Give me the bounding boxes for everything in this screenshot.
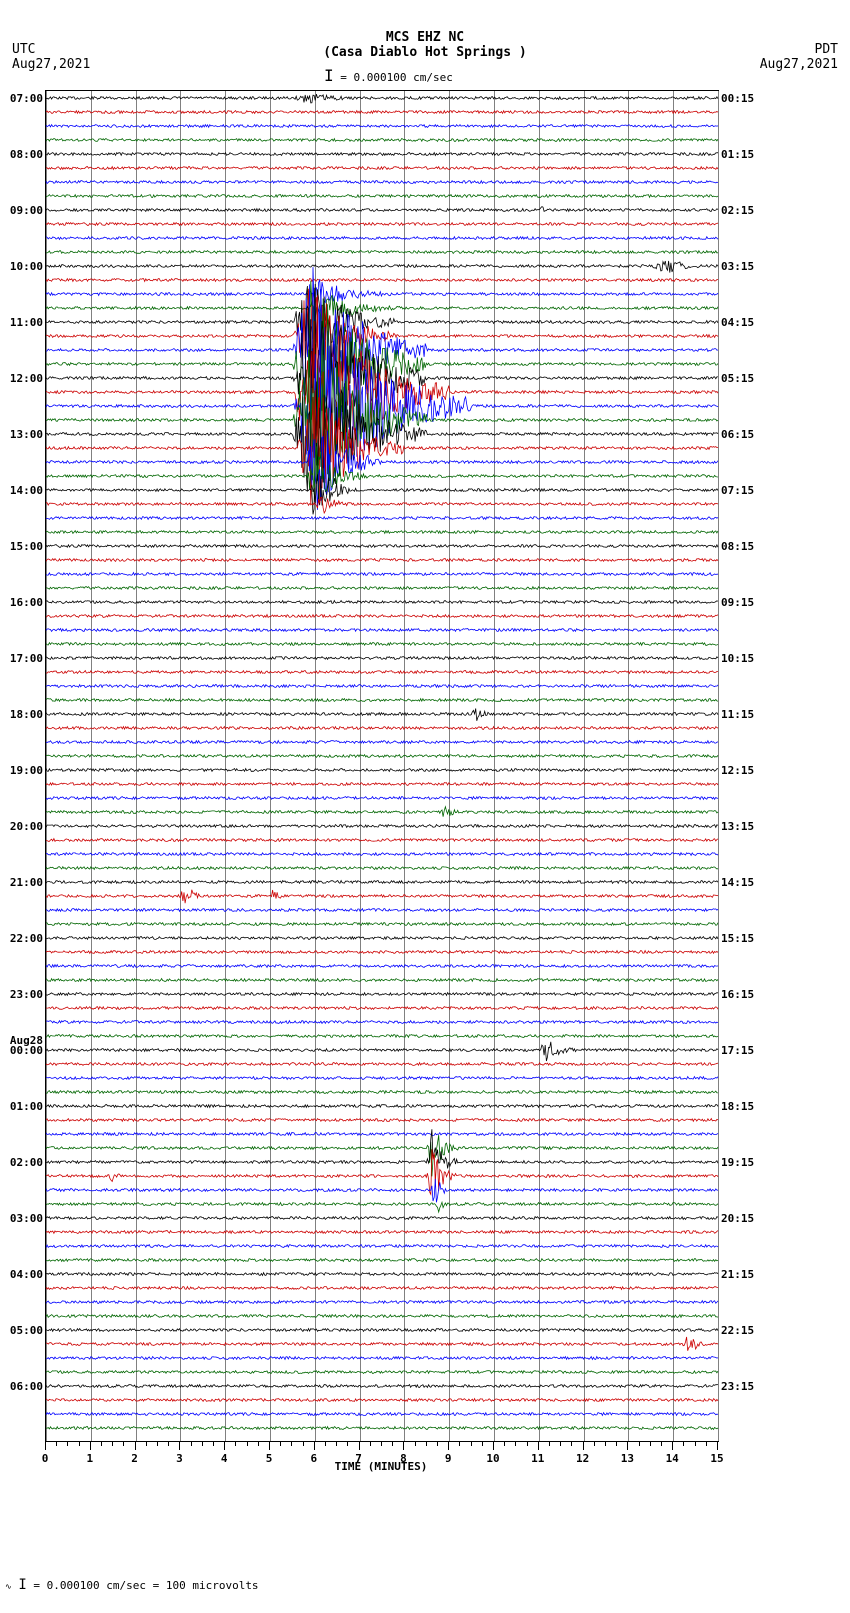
seismogram-plot: 07:0008:0009:0010:0011:0012:0013:0014:00… bbox=[45, 90, 719, 1442]
tz-right: PDT Aug27,2021 bbox=[760, 42, 838, 72]
x-axis: TIME (MINUTES) 0123456789101112131415 bbox=[45, 1442, 717, 1473]
x-axis-label: TIME (MINUTES) bbox=[45, 1460, 717, 1473]
station-name: (Casa Diablo Hot Springs ) bbox=[0, 45, 850, 60]
scale-indicator: I = 0.000100 cm/sec bbox=[324, 66, 453, 85]
tz-left: UTC Aug27,2021 bbox=[12, 42, 90, 72]
seismogram-container: UTC Aug27,2021 PDT Aug27,2021 MCS EHZ NC… bbox=[0, 0, 850, 1613]
footer-scale: ∿ I = 0.000100 cm/sec = 100 microvolts bbox=[5, 1577, 259, 1593]
station-code: MCS EHZ NC bbox=[0, 30, 850, 45]
chart-header: MCS EHZ NC (Casa Diablo Hot Springs ) bbox=[0, 0, 850, 60]
